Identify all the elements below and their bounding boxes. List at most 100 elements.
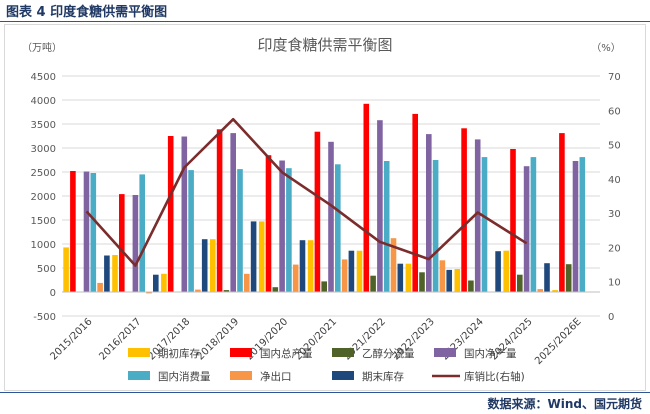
y-tick-label: 4000 — [31, 96, 56, 107]
bar — [446, 269, 452, 292]
bar — [90, 173, 97, 292]
legend-label: 期末库存 — [362, 370, 404, 383]
bar — [279, 160, 285, 292]
bar — [468, 280, 474, 292]
y-tick-label: 2500 — [31, 168, 56, 179]
bar — [216, 129, 223, 292]
bar — [210, 239, 216, 292]
bar — [559, 133, 565, 292]
bar — [426, 134, 432, 292]
bar — [461, 128, 467, 292]
bar — [530, 157, 537, 292]
bar — [397, 263, 404, 292]
bar — [377, 120, 383, 292]
legend-swatch — [230, 348, 252, 357]
y2-tick-label: 70 — [608, 72, 621, 83]
y2-tick-label: 30 — [608, 209, 621, 220]
bar — [307, 240, 314, 292]
y-tick-label: -500 — [33, 312, 56, 323]
bar — [146, 292, 152, 294]
source-note: 数据来源：Wind、国元期货 — [487, 397, 642, 411]
chart-frame — [4, 24, 646, 391]
bar — [230, 133, 236, 292]
bar — [572, 161, 579, 292]
bar — [161, 273, 167, 292]
legend-label: 国内净产量 — [464, 347, 517, 360]
bar — [565, 264, 572, 292]
bar — [579, 157, 586, 292]
bar — [63, 247, 69, 292]
bar — [321, 281, 327, 292]
bar — [195, 289, 201, 292]
bar — [292, 264, 299, 292]
legend-swatch — [434, 348, 456, 357]
y2-tick-label: 10 — [608, 278, 621, 289]
bar — [552, 290, 558, 292]
bar — [432, 160, 439, 292]
bar — [299, 240, 306, 292]
bar — [412, 113, 418, 293]
bar — [544, 263, 550, 292]
bar — [348, 250, 355, 292]
y-tick-label: 3500 — [31, 120, 56, 131]
bar — [112, 255, 118, 292]
bar — [258, 221, 265, 292]
y2-tick-label: 50 — [608, 141, 621, 152]
legend-swatch — [128, 348, 150, 357]
bar — [523, 166, 530, 292]
bar — [370, 275, 376, 292]
legend-label: 净出口 — [260, 370, 292, 383]
bar — [237, 169, 243, 292]
y2-tick-label: 0 — [608, 312, 614, 323]
y-tick-label: 1000 — [31, 240, 56, 251]
y-tick-label: 4500 — [31, 72, 56, 83]
legend-label: 乙醇分流量 — [362, 347, 415, 360]
x-tick-label: 2015/2016 — [48, 316, 94, 362]
bar — [132, 195, 139, 292]
bar — [167, 136, 174, 292]
bar — [139, 174, 145, 292]
bar — [363, 103, 370, 292]
title-divider — [0, 21, 650, 22]
bar — [341, 259, 348, 292]
bar — [510, 149, 516, 292]
legend-swatch — [332, 348, 354, 357]
figure-title: 图表 4 印度食糖供需平衡图 — [6, 5, 168, 20]
bar — [481, 157, 488, 292]
bar — [188, 170, 194, 292]
legend-label: 期初库存 — [158, 347, 200, 360]
bar — [517, 274, 523, 292]
bar — [244, 273, 250, 292]
left-axis-unit: （万吨） — [22, 41, 62, 54]
bar — [503, 250, 509, 292]
bar — [439, 260, 446, 292]
y-tick-label: 3000 — [31, 144, 56, 155]
bar — [537, 289, 543, 292]
bar — [272, 287, 279, 292]
right-axis-unit: （%） — [591, 42, 621, 54]
bar — [383, 161, 390, 292]
y2-tick-label: 60 — [608, 106, 621, 117]
bar — [265, 155, 272, 292]
legend-swatch — [128, 371, 150, 380]
bar — [104, 255, 110, 292]
footer-divider — [0, 392, 650, 393]
bar — [454, 269, 461, 292]
bar — [314, 131, 321, 292]
bar — [419, 272, 425, 292]
bar — [119, 194, 125, 292]
bar — [70, 171, 76, 292]
y2-tick-label: 40 — [608, 175, 621, 186]
bar — [286, 168, 292, 292]
bar — [201, 239, 208, 292]
ratio-line — [85, 117, 528, 267]
y-tick-label: 500 — [37, 264, 56, 275]
y-tick-label: 0 — [50, 288, 56, 299]
bar — [405, 263, 412, 292]
y2-tick-label: 20 — [608, 243, 621, 254]
bar — [328, 141, 334, 292]
bar — [356, 250, 363, 292]
chart-title: 印度食糖供需平衡图 — [257, 36, 392, 54]
bar — [181, 136, 188, 292]
